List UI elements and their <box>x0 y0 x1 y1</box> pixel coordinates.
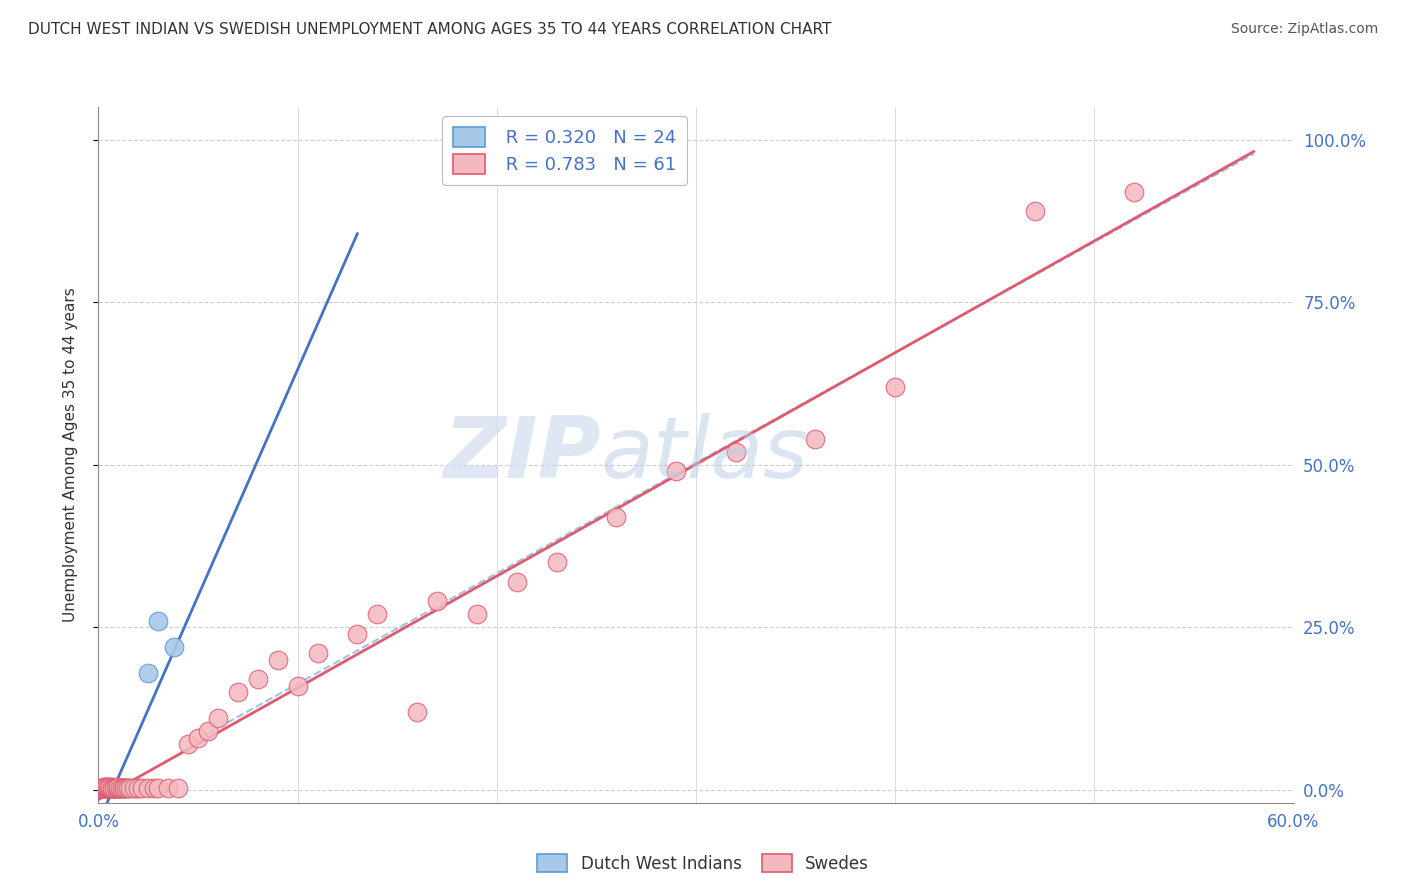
Legend: Dutch West Indians, Swedes: Dutch West Indians, Swedes <box>530 847 876 880</box>
Point <box>97 780 120 795</box>
Point <box>177 737 200 751</box>
Point <box>366 607 388 622</box>
Point <box>127 781 149 796</box>
Point <box>100 780 122 795</box>
Point <box>665 464 688 478</box>
Point <box>96 780 118 795</box>
Point <box>143 781 166 796</box>
Point <box>131 781 153 796</box>
Point <box>187 731 209 745</box>
Point <box>167 781 190 796</box>
Point <box>100 781 122 796</box>
Point <box>105 781 128 796</box>
Point <box>100 781 122 796</box>
Point <box>112 780 135 795</box>
Point <box>107 781 129 796</box>
Point <box>111 781 134 796</box>
Point <box>136 781 159 796</box>
Text: Source: ZipAtlas.com: Source: ZipAtlas.com <box>1230 22 1378 37</box>
Point <box>346 626 368 640</box>
Point <box>605 509 627 524</box>
Legend:  R = 0.320   N = 24,  R = 0.783   N = 61: R = 0.320 N = 24, R = 0.783 N = 61 <box>441 116 688 185</box>
Point <box>287 679 309 693</box>
Point <box>124 781 146 796</box>
Point <box>307 646 329 660</box>
Point <box>97 780 120 795</box>
Point <box>804 432 827 446</box>
Point <box>103 781 125 796</box>
Point <box>97 780 120 795</box>
Point <box>136 665 159 680</box>
Point <box>117 781 139 796</box>
Point <box>103 781 125 796</box>
Point <box>124 781 146 796</box>
Point <box>111 781 134 796</box>
Point <box>110 781 132 796</box>
Point <box>117 781 139 796</box>
Point <box>163 640 186 654</box>
Point <box>246 672 269 686</box>
Point <box>148 614 170 628</box>
Point <box>267 653 290 667</box>
Point <box>96 781 118 796</box>
Text: ZIP: ZIP <box>443 413 600 497</box>
Point <box>91 781 114 796</box>
Point <box>93 780 115 795</box>
Point <box>97 781 120 796</box>
Point <box>110 781 132 796</box>
Point <box>506 574 529 589</box>
Point <box>101 781 124 796</box>
Point <box>101 781 124 796</box>
Point <box>93 781 115 796</box>
Point <box>103 780 125 795</box>
Point <box>426 594 449 608</box>
Point <box>546 555 568 569</box>
Point <box>107 780 129 795</box>
Point <box>97 781 120 796</box>
Point <box>105 781 128 796</box>
Point <box>465 607 488 622</box>
Point <box>1123 185 1146 199</box>
Point <box>1024 204 1046 219</box>
Point <box>226 685 249 699</box>
Point <box>91 781 114 796</box>
Point <box>96 781 118 796</box>
Point <box>103 780 125 795</box>
Point <box>101 780 124 795</box>
Point <box>157 781 180 796</box>
Point <box>884 379 907 393</box>
Point <box>93 780 115 795</box>
Point <box>93 780 115 795</box>
Text: DUTCH WEST INDIAN VS SWEDISH UNEMPLOYMENT AMONG AGES 35 TO 44 YEARS CORRELATION : DUTCH WEST INDIAN VS SWEDISH UNEMPLOYMEN… <box>28 22 831 37</box>
Point <box>207 711 229 725</box>
Point <box>197 724 219 739</box>
Point <box>101 780 124 795</box>
Point <box>100 780 122 795</box>
Point <box>91 780 114 795</box>
Point <box>112 781 135 796</box>
Point <box>96 780 118 795</box>
Point <box>115 781 138 796</box>
Point <box>120 781 142 796</box>
Point <box>148 781 170 796</box>
Point <box>406 705 429 719</box>
Point <box>96 780 118 795</box>
Point <box>724 444 747 458</box>
Point <box>112 781 135 796</box>
Point <box>127 781 149 796</box>
Point <box>107 780 129 795</box>
Point <box>100 780 122 795</box>
Point <box>107 781 129 796</box>
Point <box>107 780 129 795</box>
Point <box>97 780 120 794</box>
Y-axis label: Unemployment Among Ages 35 to 44 years: Unemployment Among Ages 35 to 44 years <box>63 287 77 623</box>
Text: atlas: atlas <box>600 413 808 497</box>
